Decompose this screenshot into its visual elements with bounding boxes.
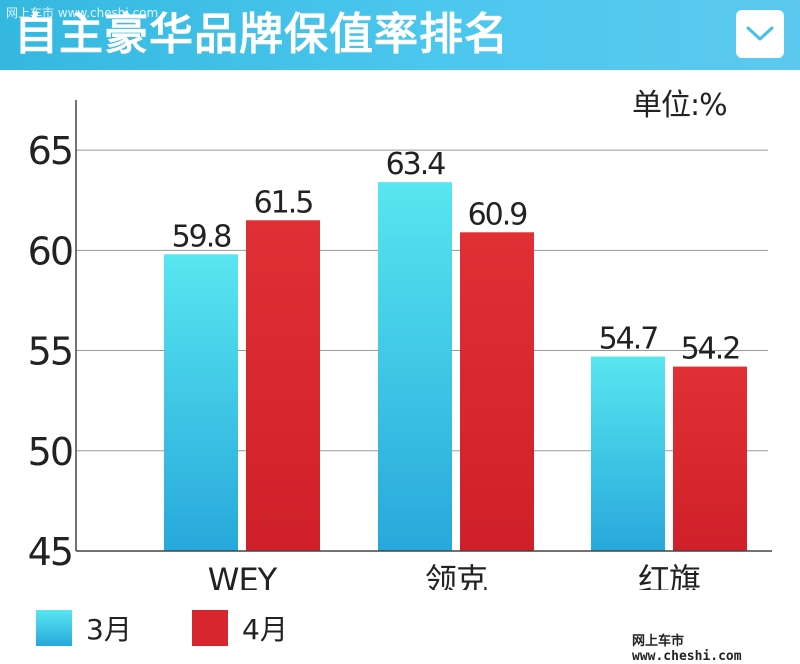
x-tick-label: 领克: [425, 561, 487, 590]
data-label: 63.4: [386, 147, 446, 182]
legend-item-series2: 4月: [192, 608, 288, 648]
header-bar: 网上车市 www.cheshi.com 自主豪华品牌保值率排名: [0, 0, 800, 70]
page-title: 自主豪华品牌保值率排名: [14, 9, 509, 60]
x-tick-label: 红旗: [638, 561, 700, 590]
legend-swatch-series1: [36, 610, 72, 646]
legend-swatch-series2: [192, 610, 228, 646]
x-tick-label: WEY: [208, 561, 278, 590]
y-tick-label: 60: [28, 229, 72, 273]
watermark-bottom: 网上车市 www.cheshi.com: [632, 634, 742, 664]
y-tick-label: 65: [28, 129, 72, 173]
y-tick-label: 45: [28, 530, 72, 574]
bar-series2: [673, 366, 747, 551]
data-label: 59.8: [172, 219, 232, 254]
bar-series2: [460, 232, 534, 551]
legend-label-series2: 4月: [242, 613, 288, 646]
bar-chart: 59.8 61.5 WEY 63.4 60.9 领克 54.7 54.2 红旗 45 50 55 60…: [28, 100, 772, 590]
bar-series2: [246, 220, 320, 551]
bar-series1: [378, 182, 452, 551]
chevron-down-icon: [746, 26, 774, 41]
bar-series1: [164, 254, 238, 551]
data-label: 54.7: [599, 322, 658, 357]
y-tick-label: 55: [28, 330, 72, 374]
data-label: 60.9: [468, 197, 527, 232]
legend-label-series1: 3月: [86, 613, 132, 646]
data-label: 61.5: [254, 185, 313, 220]
watermark-top: 网上车市 www.cheshi.com: [6, 6, 159, 20]
y-tick-label: 50: [28, 430, 72, 474]
legend-item-series1: 3月: [36, 608, 132, 648]
dropdown-button[interactable]: [736, 10, 784, 58]
unit-label: 单位:%: [632, 88, 728, 123]
bar-series1: [591, 356, 665, 551]
data-label: 54.2: [681, 332, 740, 367]
